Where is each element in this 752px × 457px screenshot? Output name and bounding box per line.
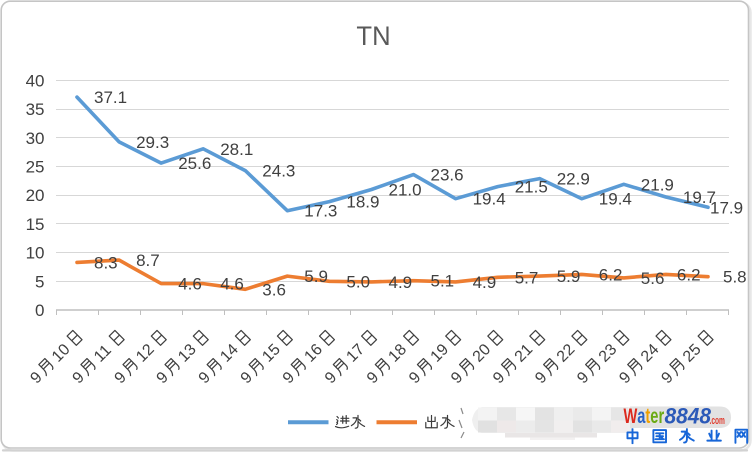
svg-text:8.7: 8.7 bbox=[136, 251, 160, 270]
svg-text:17.9: 17.9 bbox=[710, 198, 743, 217]
svg-text:21.5: 21.5 bbox=[515, 178, 548, 197]
svg-text:5: 5 bbox=[35, 272, 44, 291]
svg-text:0: 0 bbox=[35, 301, 44, 320]
svg-text:37.1: 37.1 bbox=[94, 88, 127, 107]
svg-text:5.9: 5.9 bbox=[557, 267, 581, 286]
svg-text:18.9: 18.9 bbox=[346, 193, 379, 212]
svg-text:5.8: 5.8 bbox=[723, 268, 747, 287]
svg-text:21.9: 21.9 bbox=[641, 175, 674, 194]
svg-text:25: 25 bbox=[26, 158, 45, 177]
svg-text:4.6: 4.6 bbox=[220, 275, 244, 294]
svg-text:4.9: 4.9 bbox=[473, 273, 497, 292]
svg-text:5.0: 5.0 bbox=[346, 272, 370, 291]
svg-text:30: 30 bbox=[26, 129, 45, 148]
svg-text:19.4: 19.4 bbox=[599, 190, 632, 209]
svg-text:TN: TN bbox=[356, 20, 390, 51]
svg-text:8848: 8848 bbox=[665, 404, 712, 429]
svg-text:40: 40 bbox=[26, 72, 45, 91]
svg-text:5.1: 5.1 bbox=[431, 272, 455, 291]
svg-text:5.7: 5.7 bbox=[515, 268, 539, 287]
svg-text:20: 20 bbox=[26, 186, 45, 205]
svg-text:29.3: 29.3 bbox=[136, 133, 169, 152]
svg-text:6.2: 6.2 bbox=[599, 265, 623, 284]
svg-text:Water: Water bbox=[624, 403, 665, 428]
svg-text:5.6: 5.6 bbox=[641, 269, 665, 288]
svg-text:25.6: 25.6 bbox=[178, 154, 211, 173]
svg-text:3.6: 3.6 bbox=[262, 280, 286, 299]
svg-text:24.3: 24.3 bbox=[262, 162, 295, 181]
svg-text:28.1: 28.1 bbox=[220, 140, 253, 159]
svg-text:21.0: 21.0 bbox=[389, 181, 422, 200]
svg-text:15: 15 bbox=[26, 215, 45, 234]
svg-text:4.9: 4.9 bbox=[389, 273, 413, 292]
svg-text:22.9: 22.9 bbox=[557, 170, 590, 189]
svg-text:5.9: 5.9 bbox=[304, 267, 328, 286]
svg-text:17.3: 17.3 bbox=[304, 202, 337, 221]
svg-text:8.3: 8.3 bbox=[94, 253, 118, 272]
svg-text:23.6: 23.6 bbox=[431, 166, 464, 185]
svg-text:.com: .com bbox=[710, 414, 725, 426]
svg-text:10: 10 bbox=[26, 244, 45, 263]
svg-text:19.7: 19.7 bbox=[683, 188, 716, 207]
svg-text:35: 35 bbox=[26, 100, 45, 119]
svg-text:19.4: 19.4 bbox=[473, 190, 506, 209]
svg-text:4.6: 4.6 bbox=[178, 275, 202, 294]
svg-text:6.2: 6.2 bbox=[677, 265, 701, 284]
